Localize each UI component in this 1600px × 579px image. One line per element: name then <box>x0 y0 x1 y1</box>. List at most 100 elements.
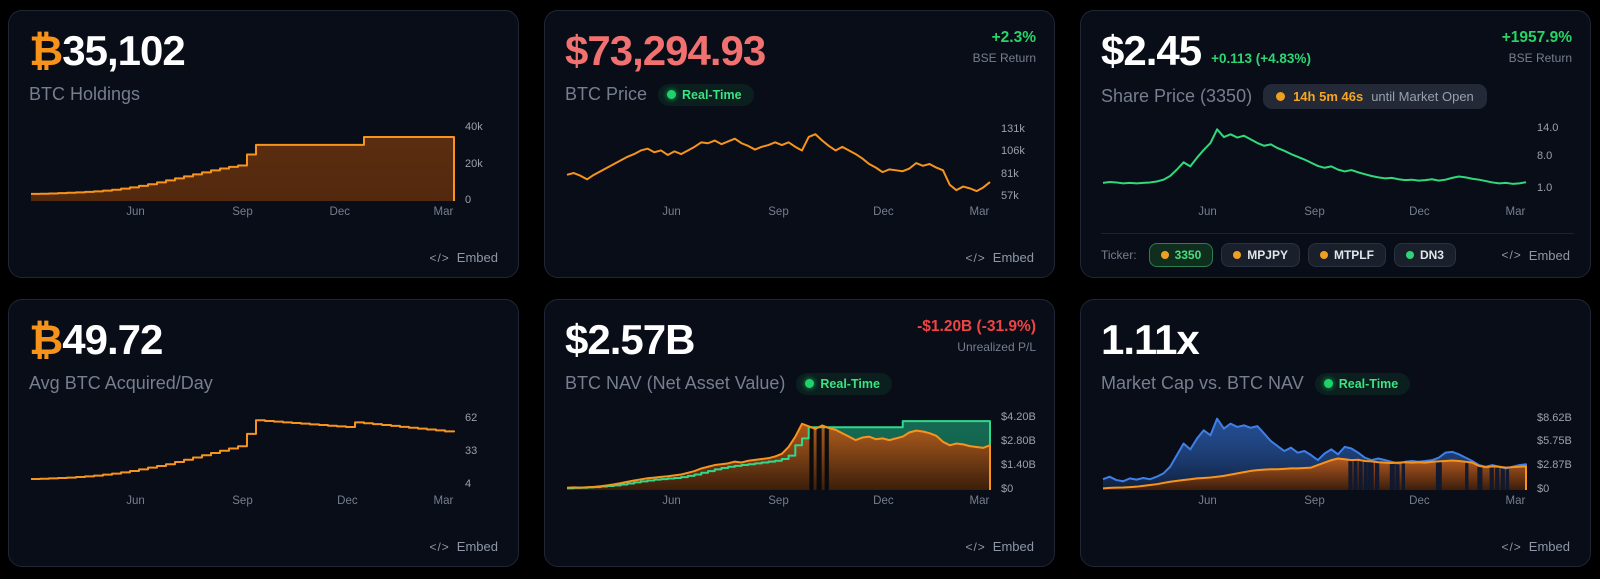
card-title: BTC NAV (Net Asset Value) <box>565 373 786 394</box>
embed-label: Embed <box>992 539 1034 554</box>
card-footer: </> Embed <box>1101 537 1574 556</box>
ticker-dot-icon <box>1319 251 1328 259</box>
x-tick-label: Sep <box>1304 206 1325 218</box>
avg-btc-value: ₿49.72 <box>29 315 163 364</box>
embed-button[interactable]: </> Embed <box>425 537 502 556</box>
code-icon: </> <box>965 539 986 554</box>
x-tick-label: Jun <box>1198 495 1217 507</box>
market-open-countdown: 14h 5m 46s <box>1293 88 1364 104</box>
card-title: BTC Holdings <box>29 83 141 104</box>
y-tick-label: 1.0 <box>1537 181 1553 194</box>
y-axis-labels: 62 33 4 <box>454 412 504 490</box>
y-tick-label: 57k <box>1001 189 1019 202</box>
y-axis-labels: $8.62B $5.75B $2.87B $0 <box>1526 412 1576 496</box>
y-tick-label: 40k <box>465 121 483 134</box>
card-subtitle-row: BTC NAV (Net Asset Value) Real-Time <box>565 372 1036 395</box>
code-icon: </> <box>1501 248 1522 262</box>
x-tick-label: Sep <box>768 206 789 218</box>
ticker-button-3350[interactable]: 3350 <box>1148 243 1214 267</box>
card-subtitle-row: Avg BTC Acquired/Day <box>29 373 500 394</box>
y-tick-label: 62 <box>465 412 478 425</box>
embed-label: Embed <box>1528 247 1570 263</box>
realtime-badge: Real-Time <box>796 372 892 395</box>
code-icon: </> <box>965 250 986 265</box>
y-tick-label: 131k <box>1001 122 1025 135</box>
btc-price-value: $73,294.93 <box>565 27 766 74</box>
y-tick-label: $1.40B <box>1001 458 1036 471</box>
y-tick-label: 0 <box>465 194 472 206</box>
ticker-button-mtplf[interactable]: MTPLF <box>1307 243 1386 267</box>
code-icon: </> <box>1501 539 1522 554</box>
y-tick-label: $2.80B <box>1001 434 1036 447</box>
return-block: +1957.9% BSE Return <box>1502 29 1572 65</box>
x-tick-label: Dec <box>329 206 351 218</box>
bitcoin-symbol-icon: ₿ <box>29 26 63 75</box>
card-btc-price: $73,294.93 BTC Price Real-Time +2.3% BSE… <box>544 10 1055 278</box>
x-tick-label: Mar <box>969 206 990 218</box>
ticker-button-mpjpy[interactable]: MPJPY <box>1221 243 1300 267</box>
y-axis-labels: 14.0 8.0 1.0 <box>1526 122 1576 201</box>
code-icon: </> <box>429 250 450 265</box>
btc-holdings-value: ₿35,102 <box>29 26 186 75</box>
embed-button[interactable]: </> Embed <box>1497 246 1574 265</box>
realtime-dot-icon <box>805 379 815 389</box>
ticker-dot-icon <box>1405 251 1414 259</box>
x-tick-label: Mar <box>1505 206 1526 218</box>
ticker-footer: Ticker: 3350 MPJPY MTPLF DN3 </> Embed <box>1101 233 1574 267</box>
ticker-dot-icon <box>1233 251 1242 259</box>
x-tick-label: Sep <box>1304 495 1325 507</box>
card-footer: </> Embed <box>565 537 1038 556</box>
bse-return-value: +2.3% <box>991 29 1036 46</box>
y-tick-label: 20k <box>465 157 483 170</box>
plot-area: Jun Sep Dec Mar <box>567 416 990 507</box>
ticker-label: MPJPY <box>1247 248 1288 262</box>
x-tick-label: Jun <box>1198 206 1217 218</box>
embed-button[interactable]: </> Embed <box>961 537 1038 556</box>
y-tick-label: 33 <box>465 444 478 457</box>
y-tick-label: $0 <box>1537 483 1550 495</box>
y-tick-label: 14.0 <box>1537 122 1559 135</box>
x-tick-label: Dec <box>1409 495 1430 507</box>
market-open-badge: 14h 5m 46s until Market Open <box>1263 83 1487 109</box>
y-tick-label: $8.62B <box>1537 411 1572 424</box>
ticker-dot-icon <box>1160 251 1169 259</box>
card-mcap-vs-nav: 1.11x Market Cap vs. BTC NAV Real-Time J… <box>1080 299 1591 567</box>
card-subtitle-row: Market Cap vs. BTC NAV Real-Time <box>1101 372 1572 395</box>
code-icon: </> <box>429 539 450 554</box>
headline-value-row: $2.57B <box>565 319 1036 361</box>
market-open-text: until Market Open <box>1371 88 1474 104</box>
return-block: -$1.20B (-31.9%) Unrealized P/L <box>917 318 1036 354</box>
return-block: +2.3% BSE Return <box>973 29 1036 65</box>
bse-return-label: BSE Return <box>972 51 1036 65</box>
unrealized-pl-label: Unrealized P/L <box>957 340 1036 354</box>
ticker-list-label: Ticker: <box>1101 248 1137 262</box>
share-price-value: $2.45 <box>1101 27 1202 74</box>
chart-block: Jun Sep Dec Mar 40k 20k 0 <box>31 121 504 218</box>
x-axis-labels: Jun Sep Dec Mar <box>1103 203 1526 221</box>
embed-button[interactable]: </> Embed <box>961 248 1038 267</box>
headline-value-row: ₿35,102 <box>29 26 500 75</box>
card-avg-btc-acquired: ₿49.72 Avg BTC Acquired/Day Jun Sep Dec Mar… <box>8 299 519 567</box>
embed-button[interactable]: </> Embed <box>425 248 502 267</box>
ticker-button-dn3[interactable]: DN3 <box>1393 243 1456 267</box>
chart-block: Jun Sep Dec Mar 62 33 4 <box>31 412 504 507</box>
plot-area: Jun Sep Dec Mar <box>1103 416 1526 507</box>
y-tick-label: 4 <box>465 477 472 490</box>
realtime-dot-icon <box>667 90 677 100</box>
y-tick-label: $2.87B <box>1537 459 1572 472</box>
x-tick-label: Jun <box>662 495 681 507</box>
unrealized-pl-value: -$1.20B (-31.9%) <box>917 318 1036 335</box>
x-tick-label: Mar <box>433 495 454 507</box>
y-tick-label: 8.0 <box>1537 149 1553 162</box>
embed-button[interactable]: </> Embed <box>1497 537 1574 556</box>
y-axis-labels: 40k 20k 0 <box>454 121 504 206</box>
realtime-badge: Real-Time <box>1314 372 1411 395</box>
y-tick-label: $5.75B <box>1537 435 1572 448</box>
y-axis-labels: $4.20B $2.80B $1.40B $0 <box>990 411 1040 495</box>
card-btc-nav: $2.57B BTC NAV (Net Asset Value) Real-Ti… <box>544 299 1055 567</box>
y-axis-labels: 131k 106k 81k 57k <box>990 123 1040 202</box>
ticker-label: DN3 <box>1419 248 1444 262</box>
x-axis-labels: Jun Sep Dec Mar <box>1103 492 1526 510</box>
card-subtitle-row: Share Price (3350) 14h 5m 46s until Marke… <box>1101 83 1572 109</box>
